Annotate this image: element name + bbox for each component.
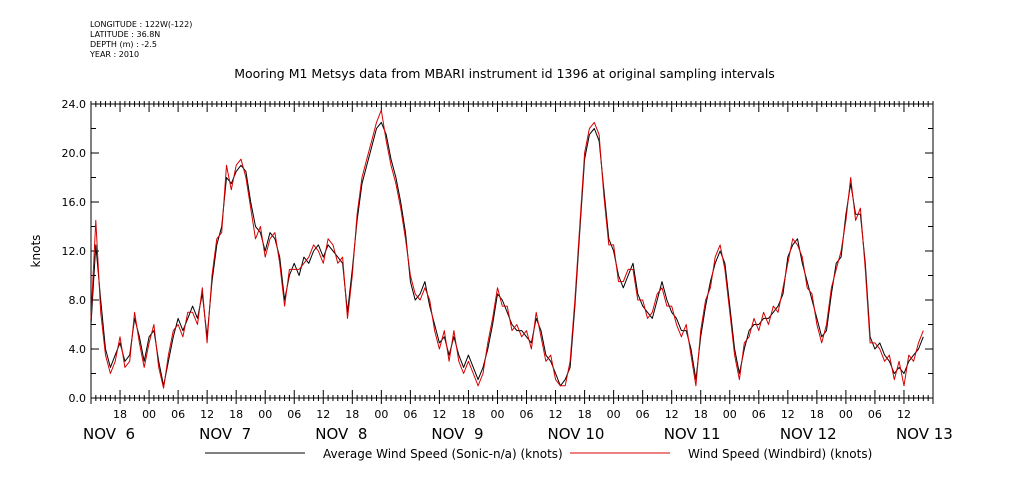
x-axis: 18 00 06 12 18 00 06 12 18 00 06 12 18 00 06 12 18 00 06 12… <box>83 101 953 443</box>
x-tick-label: 18 <box>694 408 708 421</box>
x-tick-label: 00 <box>142 408 156 421</box>
x-tick-label: 12 <box>781 408 795 421</box>
x-tick-label: 12 <box>432 408 446 421</box>
date-label: NOV 10 <box>548 425 605 443</box>
depth-text: DEPTH (m) : -2.5 <box>90 40 157 49</box>
legend-label-windbird: Wind Speed (Windbird) (knots) <box>688 447 872 461</box>
x-tick-label: 06 <box>636 408 650 421</box>
x-tick-label: 12 <box>549 408 563 421</box>
latitude-text: LATITUDE : 36.8N <box>90 30 161 39</box>
x-tick-label: 00 <box>607 408 621 421</box>
date-label: NOV 11 <box>664 425 721 443</box>
x-tick-label: 00 <box>723 408 737 421</box>
x-tick-label: 18 <box>461 408 475 421</box>
y-tick-label: 0.0 <box>69 392 87 405</box>
date-label: NOV 9 <box>431 425 483 443</box>
y-tick-label: 4.0 <box>69 343 87 356</box>
longitude-text: LONGITUDE : 122W(-122) <box>90 20 193 29</box>
x-tick-label: 00 <box>258 408 272 421</box>
date-label: NOV 13 <box>896 425 953 443</box>
legend: Average Wind Speed (Sonic-n/a) (knots) W… <box>205 447 872 461</box>
x-tick-label: 18 <box>578 408 592 421</box>
x-tick-label: 00 <box>839 408 853 421</box>
x-tick-label: 12 <box>316 408 330 421</box>
y-tick-label: 16.0 <box>62 196 87 209</box>
x-tick-label: 18 <box>229 408 243 421</box>
mooring-metadata: LONGITUDE : 122W(-122) LATITUDE : 36.8N … <box>90 20 192 60</box>
x-tick-label: 18 <box>345 408 359 421</box>
x-tick-label: 12 <box>897 408 911 421</box>
year-text: YEAR : 2010 <box>90 50 140 59</box>
legend-label-average: Average Wind Speed (Sonic-n/a) (knots) <box>323 447 563 461</box>
x-tick-label: 06 <box>752 408 766 421</box>
x-tick-label: 06 <box>520 408 534 421</box>
date-label: NOV 7 <box>199 425 251 443</box>
series-line-average <box>90 121 924 387</box>
x-tick-label: 12 <box>200 408 214 421</box>
x-tick-label: 06 <box>403 408 417 421</box>
y-tick-label: 20.0 <box>62 147 87 160</box>
x-tick-label: 18 <box>810 408 824 421</box>
y-tick-label: 8.0 <box>69 294 87 307</box>
x-tick-label: 06 <box>287 408 301 421</box>
date-label: NOV 12 <box>780 425 837 443</box>
x-tick-label: 00 <box>490 408 504 421</box>
x-tick-label: 12 <box>665 408 679 421</box>
date-label: NOV 6 <box>83 425 135 443</box>
plot-frame <box>90 103 934 399</box>
y-tick-label: 12.0 <box>62 245 87 258</box>
x-tick-label: 00 <box>374 408 388 421</box>
y-axis: 0.0 4.0 8.0 12.0 16.0 20.0 24.0 <box>62 98 933 405</box>
series-lines <box>90 109 924 389</box>
x-tick-label: 06 <box>171 408 185 421</box>
y-tick-label: 24.0 <box>62 98 87 111</box>
y-axis-label: knots <box>29 235 43 268</box>
series-line-windbird <box>90 109 924 389</box>
x-tick-label: 06 <box>868 408 882 421</box>
x-tick-label: 18 <box>113 408 127 421</box>
date-label: NOV 8 <box>315 425 367 443</box>
chart-title: Mooring M1 Metsys data from MBARI instru… <box>234 66 775 81</box>
